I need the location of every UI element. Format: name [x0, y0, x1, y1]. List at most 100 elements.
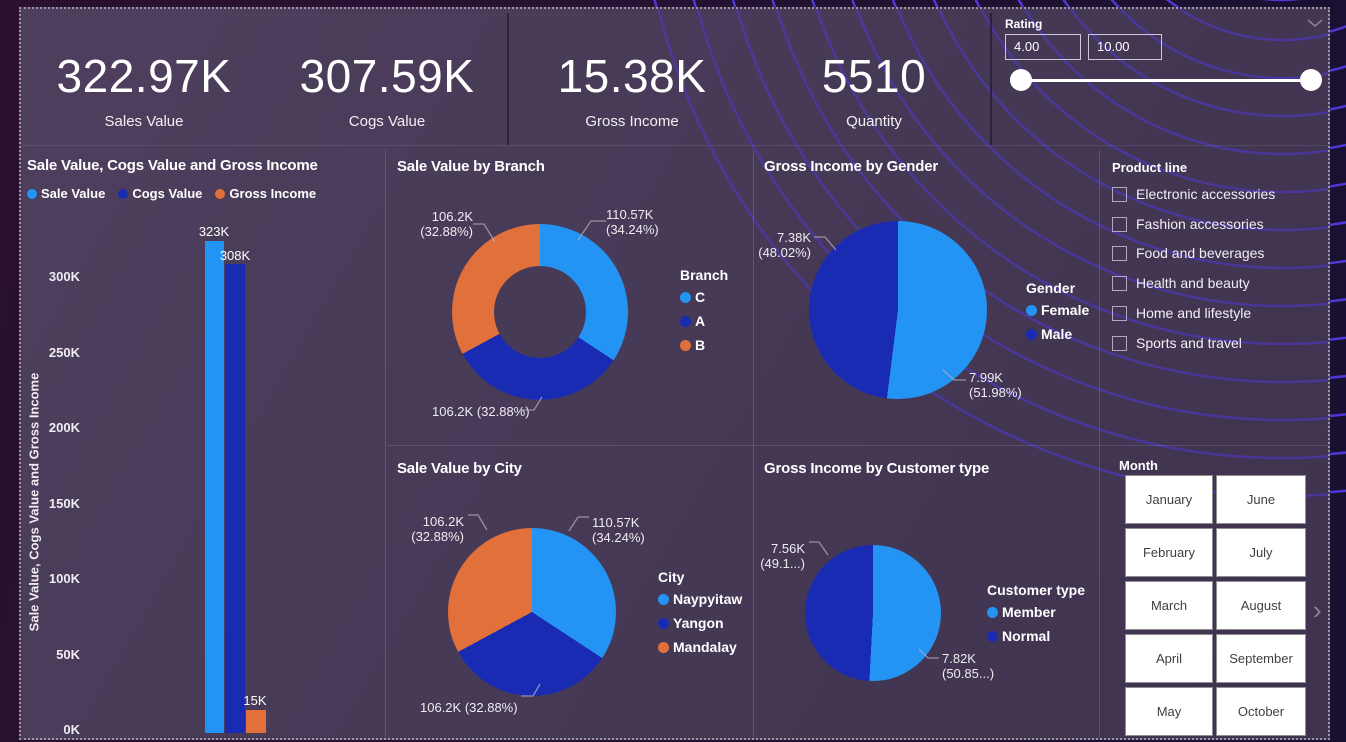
checkbox-icon[interactable] [1112, 335, 1127, 351]
legend-label: Normal [1002, 628, 1051, 644]
checkbox-label[interactable]: Electronic accessories [1136, 186, 1276, 202]
kpi-divider [507, 13, 509, 145]
checkbox-icon[interactable] [1112, 245, 1127, 261]
customer-pie-panel: Gross Income by Customer type 7.56K (49.… [755, 452, 1099, 738]
month-button-july[interactable]: July [1216, 528, 1306, 577]
rating-slider-track[interactable] [1020, 79, 1312, 82]
legend-label: Gross Income [229, 186, 317, 201]
city-pie[interactable] [448, 528, 616, 696]
branch-donut-hole [494, 266, 586, 358]
legend-dot [987, 630, 998, 642]
bar-chart-legend: Sale Value Cogs Value Gross Income [27, 186, 316, 201]
pie-label-member: 7.82K (50.85...) [942, 651, 995, 681]
customer-pie[interactable] [805, 545, 941, 681]
product-line-slicer: Product line Electronic accessories Fash… [1101, 150, 1328, 445]
legend-item-male: Male [1026, 322, 1089, 346]
panel-divider [387, 445, 1328, 446]
legend-item-mandalay: Mandalay [658, 635, 742, 659]
bar-sale-value[interactable] [205, 241, 224, 733]
product-line-option-sports-and-travel[interactable]: Sports and travel [1112, 332, 1242, 354]
legend-dot [1026, 328, 1037, 340]
bar-chart-panel: Sale Value, Cogs Value and Gross Income … [21, 150, 385, 738]
kpi-sales-value: 322.97K [56, 50, 232, 102]
checkbox-label[interactable]: Fashion accessories [1136, 216, 1264, 232]
city-pie-panel: Sale Value by City 106.2K (32.88%) 110.5… [387, 452, 753, 738]
kpi-gross-income: 15.38K [557, 50, 707, 102]
month-button-june[interactable]: June [1216, 475, 1306, 524]
checkbox-label[interactable]: Home and lifestyle [1136, 305, 1252, 321]
bar-data-label: 323K [198, 224, 230, 239]
legend-label: Sale Value [41, 186, 106, 201]
kpi-divider [990, 13, 992, 145]
legend-dot [658, 617, 669, 629]
panel-divider [1099, 150, 1100, 738]
legend-dot [680, 291, 691, 303]
month-button-september[interactable]: September [1216, 634, 1306, 683]
checkbox-label[interactable]: Sports and travel [1136, 335, 1242, 351]
month-button-august[interactable]: August [1216, 581, 1306, 630]
product-line-option-home-and-lifestyle[interactable]: Home and lifestyle [1112, 302, 1251, 324]
legend-label: Naypyitaw [673, 591, 743, 607]
month-button-may[interactable]: May [1125, 687, 1213, 736]
rating-slider-handle-min[interactable] [1010, 69, 1032, 91]
kpi-card-sales-value: 322.97K Sales Value [29, 9, 259, 145]
product-line-option-health-and-beauty[interactable]: Health and beauty [1112, 272, 1250, 294]
product-line-option-food-and-beverages[interactable]: Food and beverages [1112, 242, 1264, 264]
pie-label-normal: 7.56K (49.1...) [760, 541, 805, 571]
panel-divider [753, 150, 754, 738]
month-button-march[interactable]: March [1125, 581, 1213, 630]
bar-data-label: 308K [219, 248, 251, 263]
y-tick: 50K [56, 647, 80, 662]
checkbox-icon[interactable] [1112, 275, 1127, 291]
pie-label-male: 7.38K (48.02%) [758, 230, 811, 260]
pie-label-yangon: 106.2K (32.88%) [420, 700, 518, 715]
checkbox-icon[interactable] [1112, 305, 1127, 321]
kpi-gross-income-label: Gross Income [585, 113, 679, 130]
branch-donut-panel: Sale Value by Branch 106.2K (32.88%) 110… [387, 150, 753, 445]
legend-title: Branch [680, 267, 729, 283]
city-legend: City Naypyitaw Yangon Mandalay [658, 569, 742, 659]
legend-item-member: Member [987, 600, 1085, 624]
legend-dot [987, 606, 998, 618]
month-slicer: Month January June February July March A… [1101, 445, 1328, 738]
kpi-band-divider [21, 145, 1328, 146]
month-next-page-chevron-icon[interactable]: › [1313, 595, 1322, 625]
rating-max-input[interactable]: 10.00 [1088, 34, 1162, 60]
month-button-october[interactable]: October [1216, 687, 1306, 736]
month-button-february[interactable]: February [1125, 528, 1213, 577]
month-button-january[interactable]: January [1125, 475, 1213, 524]
kpi-card-quantity: 5510 Quantity [759, 9, 989, 145]
legend-dot [1026, 304, 1037, 316]
report-page: 322.97K Sales Value 307.59K Cogs Value 1… [19, 7, 1330, 740]
chevron-down-icon[interactable] [1307, 19, 1323, 28]
product-line-option-electronic-accessories[interactable]: Electronic accessories [1112, 183, 1275, 205]
customer-legend: Customer type Member Normal [987, 582, 1085, 648]
legend-label: Mandalay [673, 639, 737, 655]
checkbox-icon[interactable] [1112, 186, 1127, 202]
legend-dot-sale-value [27, 188, 37, 199]
legend-dot-gross-income [215, 188, 226, 199]
gender-pie-panel: Gross Income by Gender 7.38K (48.02%) 7.… [755, 150, 1099, 445]
bar-gross-income[interactable] [246, 710, 266, 733]
bar-data-label: 15K [243, 693, 267, 708]
checkbox-label[interactable]: Food and beverages [1136, 245, 1265, 261]
legend-dot [658, 641, 669, 653]
month-button-april[interactable]: April [1125, 634, 1213, 683]
legend-item-a: A [680, 309, 728, 333]
checkbox-icon[interactable] [1112, 216, 1127, 232]
bar-cogs-value[interactable] [225, 264, 245, 733]
pie-label-a: 106.2K (32.88%) [432, 404, 530, 419]
legend-label: B [695, 337, 706, 353]
gender-pie[interactable] [809, 221, 987, 399]
kpi-card-gross-income: 15.38K Gross Income [517, 9, 747, 145]
branch-chart-title: Sale Value by Branch [397, 158, 545, 175]
checkbox-label[interactable]: Health and beauty [1136, 275, 1250, 291]
rating-slider-handle-max[interactable] [1300, 69, 1322, 91]
panel-divider [385, 150, 386, 738]
rating-min-input[interactable]: 4.00 [1005, 34, 1081, 60]
y-tick: 100K [48, 571, 80, 586]
bar-chart-title: Sale Value, Cogs Value and Gross Income [27, 157, 318, 174]
product-line-option-fashion-accessories[interactable]: Fashion accessories [1112, 213, 1264, 235]
legend-dot [680, 315, 691, 327]
